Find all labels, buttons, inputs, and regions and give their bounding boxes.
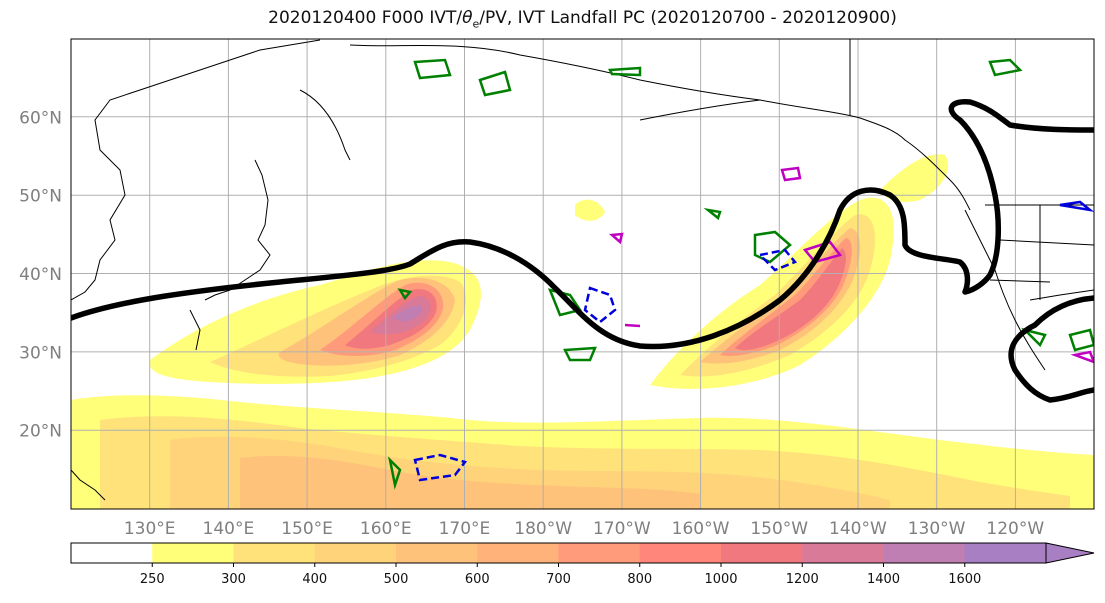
- colorbar-segment: [152, 543, 234, 563]
- map-panel: [71, 39, 1094, 509]
- graticule: [71, 39, 1094, 509]
- latitude-label: 30°N: [19, 343, 62, 363]
- colorbar-tick-label: 1600: [948, 572, 981, 587]
- colorbar-segment: [639, 543, 722, 563]
- colorbar-tick-label: 1000: [704, 572, 737, 587]
- longitude-label: 160°E: [360, 519, 412, 539]
- colorbar-segment: [558, 543, 641, 563]
- latitude-label: 20°N: [19, 422, 62, 442]
- colorbar-tick-label: 800: [627, 572, 652, 587]
- pv-contours: [387, 58, 1094, 490]
- latitude-label: 50°N: [19, 187, 62, 207]
- latitude-label: 60°N: [19, 108, 62, 128]
- colorbar-segment: [233, 543, 316, 563]
- longitude-label: 140°W: [829, 519, 887, 539]
- longitude-label: 130°W: [908, 519, 966, 539]
- colorbar-tick-label: 500: [384, 572, 409, 587]
- longitude-label: 160°W: [672, 519, 730, 539]
- colorbar-tick-label: 700: [546, 572, 571, 587]
- ivt-plume-west: [149, 260, 482, 384]
- map-title: 2020120400 F000 IVT/θe/PV, IVT Landfall …: [268, 8, 897, 31]
- longitude-label: 150°W: [750, 519, 808, 539]
- colorbar-extend-arrow: [1045, 542, 1095, 564]
- colorbar-segment: [477, 543, 559, 563]
- longitude-label: 150°E: [281, 519, 333, 539]
- colorbar-segment: [71, 543, 153, 563]
- colorbar-tick-label: 600: [465, 572, 490, 587]
- colorbar: 250 300 400 500 600 700 800 1000 1200 1400 1600: [70, 542, 1095, 587]
- longitude-label: 170°E: [439, 519, 491, 539]
- longitude-label: 140°E: [203, 519, 255, 539]
- colorbar-segment: [314, 543, 397, 563]
- colorbar-tick-label: 300: [221, 572, 246, 587]
- longitude-labels: 130°E 140°E 150°E 160°E 170°E 180°W 170°W 160°W…: [124, 519, 1045, 539]
- longitude-label: 130°E: [124, 519, 176, 539]
- latitude-labels: 60°N 50°N 40°N 30°N 20°N: [19, 108, 62, 441]
- colorbar-tick-label: 250: [140, 572, 165, 587]
- colorbar-tick-label: 1400: [867, 572, 900, 587]
- longitude-label: 170°W: [593, 519, 651, 539]
- ivt-band-south: [71, 395, 1094, 509]
- longitude-label: 180°W: [514, 519, 572, 539]
- landfall-pc-contour: [71, 99, 1094, 403]
- borders: [849, 39, 1094, 300]
- colorbar-tick-label: 400: [302, 572, 327, 587]
- colorbar-segment: [883, 543, 966, 563]
- latitude-label: 40°N: [19, 265, 62, 285]
- coastlines: [71, 39, 1094, 501]
- map-frame: [70, 38, 1095, 510]
- longitude-label: 120°W: [986, 519, 1044, 539]
- colorbar-segment: [802, 543, 884, 563]
- colorbar-segment: [964, 543, 1047, 563]
- colorbar-segment: [396, 543, 478, 563]
- colorbar-tick-label: 1200: [786, 572, 819, 587]
- colorbar-segment: [721, 543, 803, 563]
